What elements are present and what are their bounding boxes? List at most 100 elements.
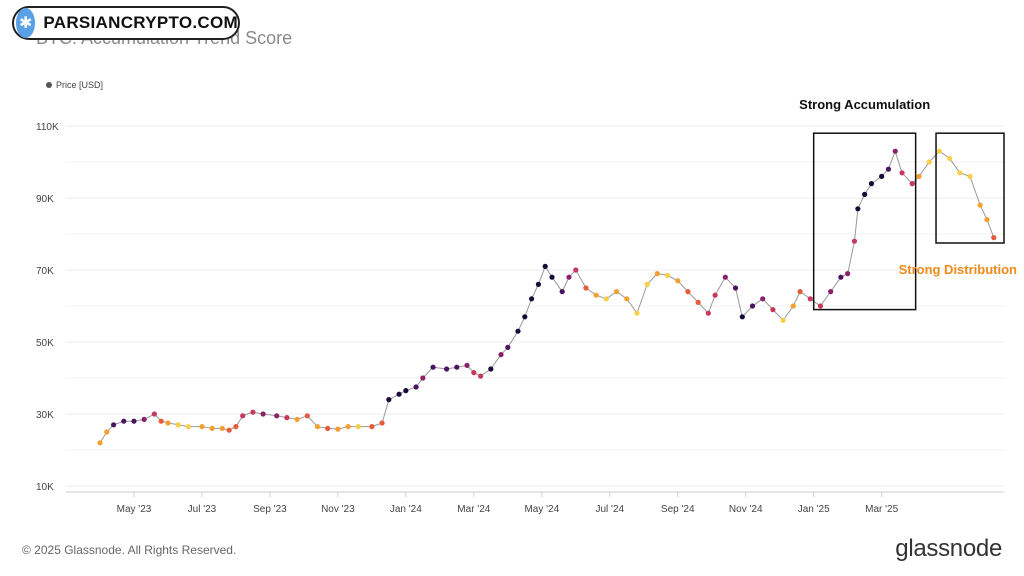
y-tick-label: 90K xyxy=(36,194,54,205)
price-point xyxy=(947,155,953,161)
price-point xyxy=(274,413,280,419)
price-point xyxy=(892,148,898,154)
price-point xyxy=(104,429,110,435)
price-point xyxy=(240,413,246,419)
price-point xyxy=(226,427,232,433)
x-tick-label: May '23 xyxy=(117,504,152,515)
price-point xyxy=(110,422,117,428)
price-point xyxy=(739,314,745,320)
legend-dot-icon xyxy=(46,82,52,88)
price-point xyxy=(936,148,943,154)
price-point xyxy=(369,424,375,430)
copyright-text: © 2025 Glassnode. All Rights Reserved. xyxy=(22,543,237,557)
price-point xyxy=(862,191,868,197)
price-point xyxy=(851,238,858,244)
x-tick-label: Jan '25 xyxy=(798,504,830,515)
price-point xyxy=(294,416,300,422)
price-point xyxy=(488,366,494,372)
watermark-text: PARSIANCRYPTO.COM xyxy=(43,13,238,32)
price-point xyxy=(797,289,803,295)
price-point xyxy=(654,271,660,277)
price-line xyxy=(99,149,995,444)
annotation-distribution: Strong Distribution xyxy=(899,262,1017,277)
price-point xyxy=(209,425,215,431)
price-point xyxy=(233,424,239,430)
price-point xyxy=(644,281,650,287)
price-point xyxy=(868,181,875,187)
x-tick-label: Nov '24 xyxy=(729,504,763,515)
price-point xyxy=(664,272,671,278)
price-point xyxy=(967,173,973,179)
price-point xyxy=(141,416,147,422)
x-tick-label: Nov '23 xyxy=(321,504,355,515)
price-point xyxy=(566,274,572,280)
x-tick-label: Jul '24 xyxy=(595,504,624,515)
price-point xyxy=(304,413,310,419)
price-point xyxy=(991,235,997,241)
price-point xyxy=(284,415,290,421)
price-point xyxy=(345,424,351,430)
price-point xyxy=(175,422,181,428)
price-point xyxy=(355,424,361,430)
price-point xyxy=(522,314,528,320)
price-point xyxy=(403,388,409,394)
price-point xyxy=(529,296,535,302)
price-point xyxy=(593,292,599,298)
price-point xyxy=(957,170,963,176)
price-point xyxy=(807,296,813,302)
price-point xyxy=(828,289,834,295)
price-point xyxy=(549,274,555,280)
price-point xyxy=(335,426,341,432)
price-point xyxy=(984,217,990,223)
price-point xyxy=(855,206,861,212)
price-point xyxy=(165,420,171,426)
price-point xyxy=(542,263,548,269)
price-point xyxy=(260,411,266,417)
price-point xyxy=(386,397,392,403)
price-point xyxy=(505,344,511,350)
price-point xyxy=(879,173,885,179)
legend[interactable]: Price [USD] xyxy=(46,80,103,90)
price-point xyxy=(845,271,851,277)
price-point xyxy=(613,289,620,295)
price-point xyxy=(325,425,331,431)
x-tick-label: Jul '23 xyxy=(188,504,217,515)
price-point xyxy=(444,366,450,372)
price-point xyxy=(695,299,701,305)
y-tick-label: 50K xyxy=(36,338,54,349)
price-point xyxy=(185,424,191,430)
price-point xyxy=(705,310,711,316)
price-point xyxy=(158,418,164,424)
price-point xyxy=(131,418,137,424)
x-tick-label: Jan '24 xyxy=(390,504,422,515)
price-point xyxy=(817,303,824,309)
x-tick-label: Mar '24 xyxy=(457,504,490,515)
price-point xyxy=(685,289,691,295)
price-point xyxy=(722,274,728,280)
price-point xyxy=(926,159,932,165)
price-point xyxy=(420,375,426,381)
price-point xyxy=(583,285,589,291)
x-tick-label: May '24 xyxy=(524,504,559,515)
price-point xyxy=(885,166,892,172)
price-point xyxy=(977,202,983,208)
price-point xyxy=(749,303,756,309)
price-point xyxy=(430,364,436,370)
price-point xyxy=(790,303,796,309)
price-point xyxy=(732,285,739,291)
price-point xyxy=(454,364,460,370)
price-point xyxy=(379,420,385,426)
price-point xyxy=(760,296,766,302)
price-point xyxy=(478,373,484,379)
price-point xyxy=(838,274,844,280)
price-point xyxy=(250,409,256,415)
accumulation-box xyxy=(812,132,917,311)
price-point xyxy=(471,370,477,376)
y-tick-label: 70K xyxy=(36,266,54,277)
x-tick-label: Sep '24 xyxy=(661,504,695,515)
price-point xyxy=(780,317,786,323)
y-tick-label: 30K xyxy=(36,410,54,421)
price-point xyxy=(916,173,922,179)
price-point xyxy=(515,328,521,334)
